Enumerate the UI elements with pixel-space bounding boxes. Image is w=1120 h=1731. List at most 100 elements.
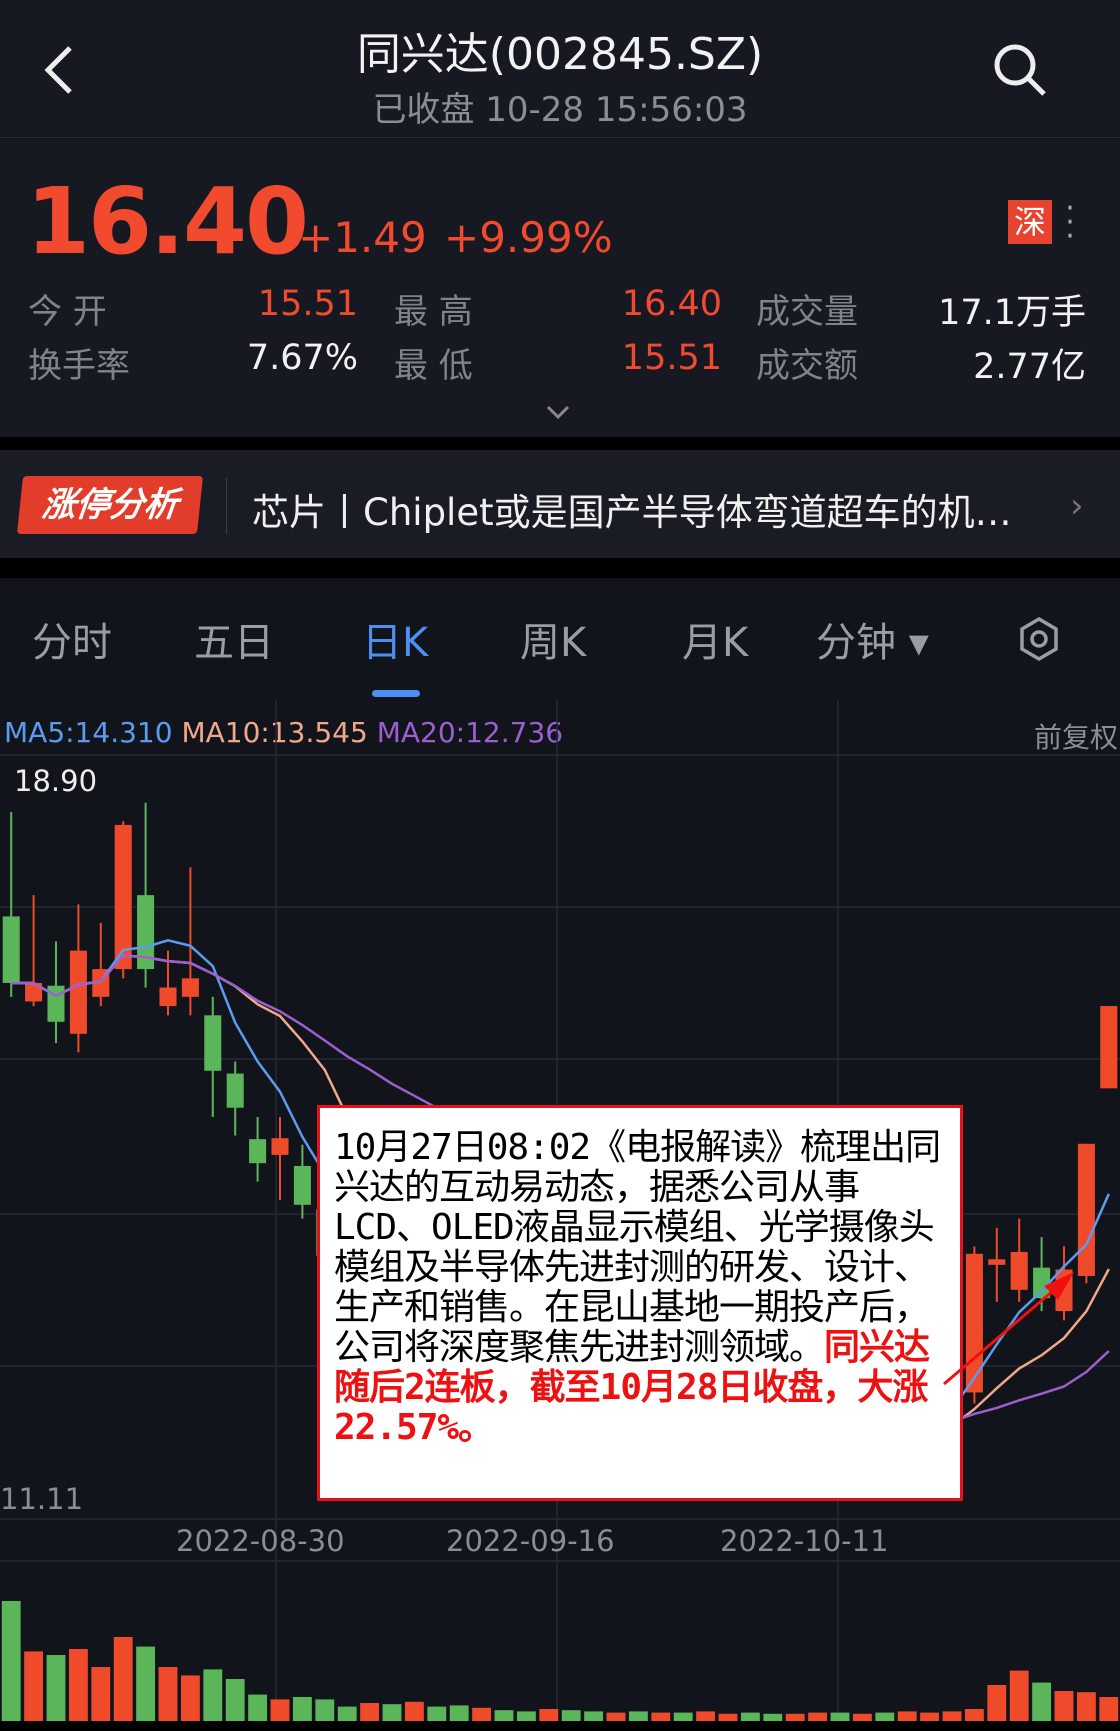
search-icon[interactable]: [990, 40, 1050, 100]
more-icon[interactable]: · · ·: [1065, 191, 1075, 254]
settings-icon[interactable]: [1016, 616, 1062, 662]
x-tick: 2022-09-16: [446, 1524, 615, 1558]
volume-bar: [472, 1707, 492, 1721]
banner-text[interactable]: 芯片丨Chiplet或是国产半导体弯道超车的机…: [252, 491, 1012, 534]
candle-body: [249, 1139, 267, 1164]
volume-bar: [113, 1637, 133, 1721]
volume-bar: [404, 1701, 424, 1721]
ma5-value: MA5:14.310: [4, 716, 173, 749]
volume-bar: [808, 1712, 828, 1721]
volume-bar: [24, 1651, 44, 1721]
volume-bar: [628, 1711, 648, 1721]
high-price-label: 18.90: [14, 764, 98, 798]
volume-bar: [740, 1712, 760, 1721]
volume-bar: [920, 1712, 940, 1721]
candle-body: [965, 1253, 983, 1393]
ma-legend: MA5:14.310 MA10:13.545 MA20:12.736: [4, 716, 563, 749]
period-tabs: [0, 578, 1120, 700]
volume-bar: [718, 1713, 738, 1721]
stat-value: 7.67%: [246, 338, 358, 378]
volume-bar: [136, 1646, 156, 1721]
quote-panel: [0, 139, 1120, 437]
volume-bar: [651, 1712, 671, 1721]
adjustment-toggle[interactable]: 前复权: [1033, 721, 1118, 754]
x-tick: 2022-10-11: [720, 1524, 889, 1558]
volume-bar: [158, 1667, 178, 1721]
volume-bar: [785, 1713, 805, 1721]
price-change: +1.49: [298, 213, 427, 262]
volume-bar: [180, 1675, 200, 1721]
volume-bar: [91, 1667, 111, 1721]
volume-bar: [875, 1712, 895, 1721]
candle-body: [114, 824, 132, 970]
news-annotation: 10月27日08:02《电报解读》梳理出同兴达的互动易动态，据悉公司从事LCD、…: [317, 1105, 963, 1501]
chevron-right-icon[interactable]: ›: [1070, 486, 1084, 526]
stat-value: 15.51: [621, 338, 722, 378]
stat-label: 成交量: [756, 292, 858, 332]
stat-label: 成交额: [756, 346, 858, 386]
volume-bar: [1, 1601, 21, 1721]
candle-body: [2, 916, 20, 983]
stat-label: 最 高: [394, 292, 473, 332]
volume-bar: [897, 1711, 917, 1721]
volume-bar: [539, 1709, 559, 1721]
stat-value: 15.51: [257, 284, 358, 324]
volume-bar: [248, 1694, 268, 1721]
candle-body: [1077, 1143, 1095, 1276]
stat-label: 今 开: [28, 292, 107, 332]
arrow-annotation: [943, 1272, 1074, 1386]
divider: [226, 478, 227, 534]
tab-3[interactable]: 周K: [520, 620, 587, 666]
ma10-value: MA10:13.545: [181, 716, 368, 749]
volume-bar: [360, 1703, 380, 1721]
volume-bar: [270, 1699, 290, 1721]
candle-body: [1100, 1006, 1118, 1089]
candle-body: [25, 982, 43, 1002]
current-price: 16.40: [26, 168, 309, 275]
stat-label: 最 低: [394, 346, 473, 386]
volume-bar: [68, 1649, 88, 1721]
volume-bar: [225, 1679, 245, 1721]
stat-value: 2.77亿: [973, 347, 1086, 387]
volume-bar: [46, 1655, 66, 1721]
volume-bar: [1076, 1692, 1096, 1721]
candle-body: [226, 1073, 244, 1108]
volume-bar: [427, 1706, 447, 1721]
tab-2[interactable]: 日K: [362, 620, 429, 666]
volume-bar: [1099, 1697, 1119, 1721]
limit-up-analysis-badge: 涨停分析: [16, 476, 204, 534]
volume-bar: [494, 1710, 514, 1721]
tab-0[interactable]: 分时: [32, 620, 112, 666]
volume-bar: [584, 1711, 604, 1721]
volume-bar: [696, 1711, 716, 1721]
tab-1[interactable]: 五日: [194, 620, 274, 666]
exchange-badge: 深: [1008, 200, 1052, 244]
candle-body: [1033, 1267, 1051, 1299]
market-status: 已收盘 10-28 15:56:03: [372, 90, 748, 130]
volume-bar: [1032, 1682, 1052, 1721]
candle-body: [159, 987, 177, 1007]
volume-bar: [987, 1685, 1007, 1721]
stat-value: 16.40: [621, 284, 722, 324]
candle-body: [988, 1259, 1006, 1265]
bottom-bar: [0, 1721, 1120, 1731]
volume-bar: [292, 1697, 312, 1721]
candle-body: [1010, 1251, 1028, 1290]
volume-bar: [449, 1705, 469, 1721]
volume-bar: [1054, 1691, 1074, 1721]
candle-body: [204, 1015, 222, 1071]
volume-bar: [1009, 1670, 1029, 1721]
divider: [0, 558, 1120, 578]
volume-bar: [561, 1710, 581, 1721]
volume-bar: [852, 1713, 872, 1721]
annotation-text: 10月27日08:02《电报解读》梳理出同兴达的互动易动态，据悉公司从事LCD、…: [334, 1127, 941, 1368]
active-tab-indicator: [372, 690, 420, 697]
tab-5[interactable]: 分钟 ▾: [816, 620, 929, 666]
chevron-left-icon[interactable]: [40, 40, 80, 100]
chevron-down-icon[interactable]: [545, 402, 571, 422]
tab-4[interactable]: 月K: [682, 620, 749, 666]
candle-body: [137, 895, 155, 970]
volume-bar: [673, 1712, 693, 1721]
volume-bar: [337, 1706, 357, 1721]
candle-body: [271, 1138, 289, 1155]
